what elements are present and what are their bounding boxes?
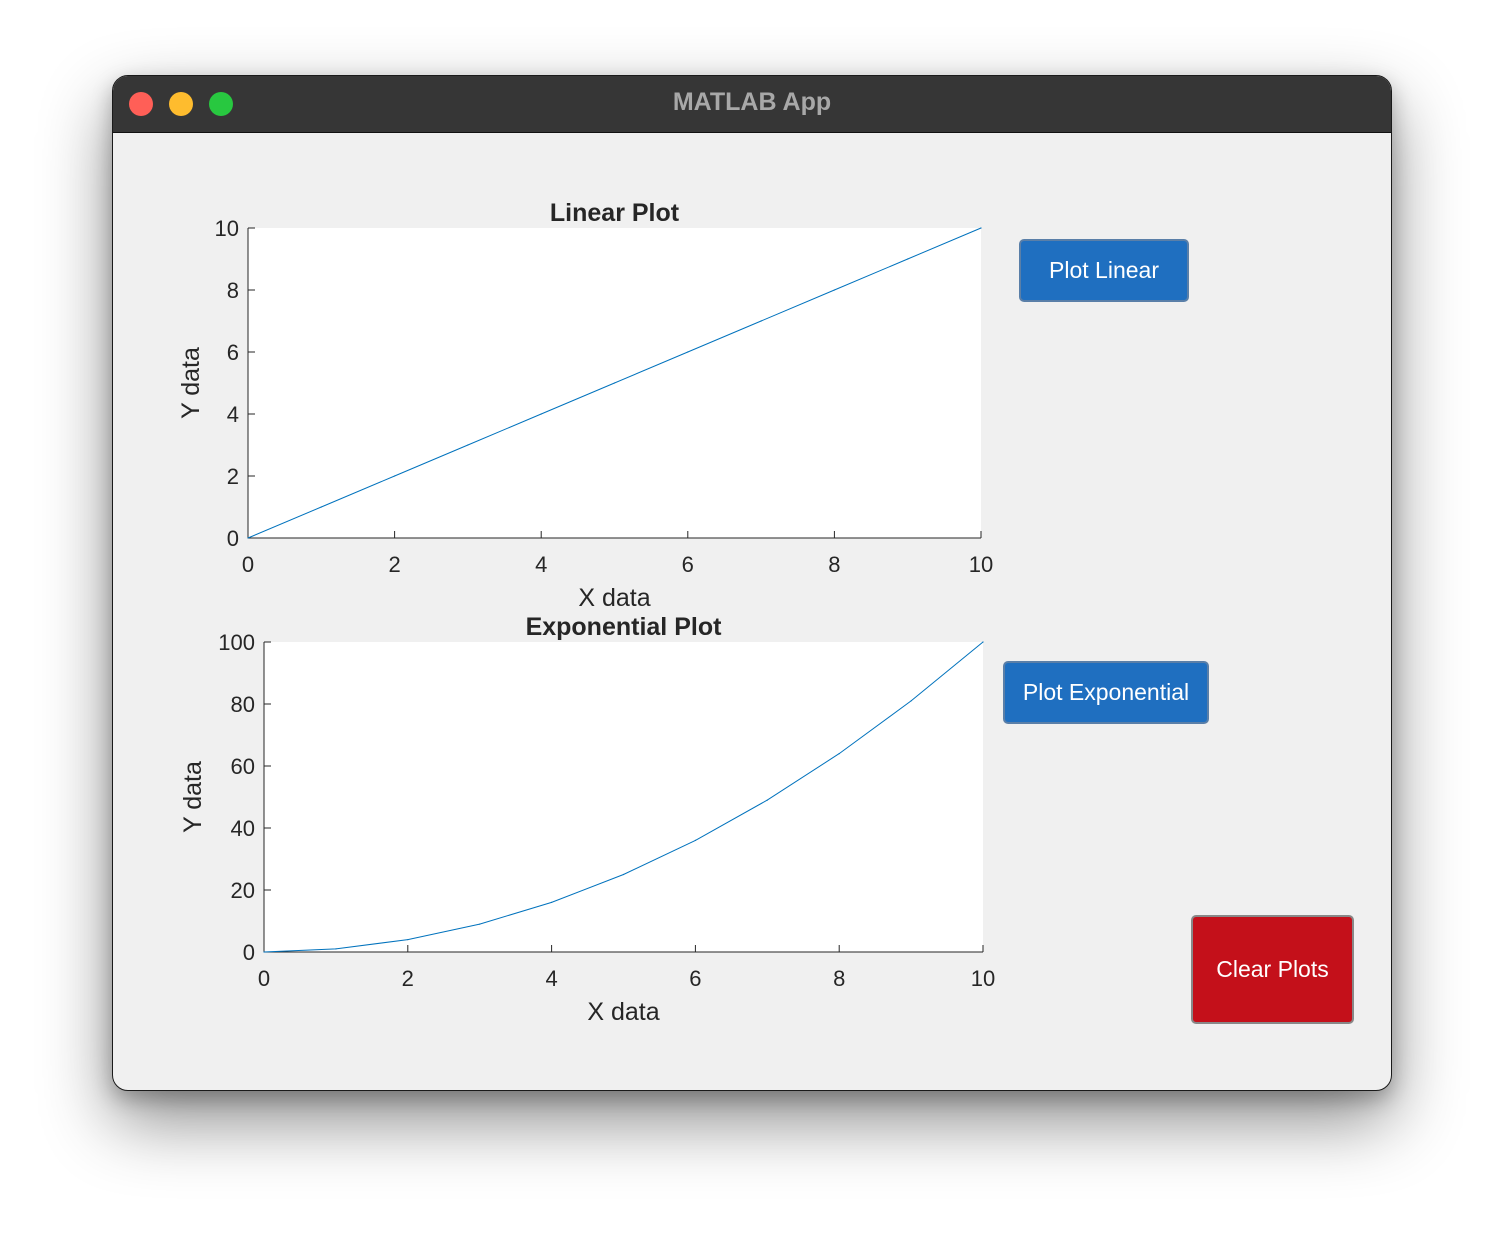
exponential-data-point [910,700,912,702]
close-window-button[interactable] [129,92,153,116]
title-bar: MATLAB App [113,76,1391,133]
linear-data-point [540,413,542,415]
linear-x-tick-label: 10 [969,552,993,577]
linear-y-tick-label: 10 [215,216,239,241]
exponential-y-tick-label: 0 [243,940,255,965]
exponential-y-tick-label: 40 [231,816,255,841]
exponential-y-tick-label: 100 [218,630,255,655]
exponential-y-tick-label: 60 [231,754,255,779]
exponential-data-point [551,901,553,904]
linear-data-point [833,289,836,291]
linear-data-point [687,351,689,353]
linear-data-point [320,506,322,508]
linear-x-tick-label: 0 [242,552,254,577]
linear-y-tick-label: 0 [227,526,239,551]
exponential-data-point [263,951,265,953]
exponential-x-tick-label: 10 [971,966,995,991]
exponential-data-point [694,839,697,842]
maximize-window-button[interactable] [209,92,233,116]
linear-x-axis-label: X data [578,584,650,612]
plot-exponential-button[interactable]: Plot Exponential [1003,661,1209,724]
exponential-x-axis-label: X data [587,998,659,1026]
exponential-plot-area [264,642,983,952]
minimize-window-button[interactable] [169,92,193,116]
linear-data-point [760,320,762,322]
linear-x-tick-label: 2 [388,552,400,577]
exponential-x-tick-label: 6 [689,966,701,991]
linear-y-tick-label: 8 [227,278,239,303]
linear-chart-title: Linear Plot [550,199,680,227]
exponential-x-tick-label: 8 [833,966,845,991]
linear-y-tick-label: 2 [227,464,239,489]
linear-data-point [613,382,616,384]
app-window: MATLAB App 0 2 4 6 8 10 0 2 4 6 8 10 Linear Plot X da… [112,75,1392,1091]
exponential-y-axis-label: Y data [179,761,207,833]
exponential-y-tick-label: 80 [231,692,255,717]
linear-data-point [980,227,982,229]
window-title: MATLAB App [672,88,832,116]
exponential-data-point [407,939,409,941]
exponential-data-point [479,923,481,925]
exponential-x-tick-label: 0 [258,966,270,991]
linear-data-point [907,258,909,260]
exponential-data-point [838,753,840,755]
exponential-data-point [982,641,984,643]
linear-data-point [467,444,469,446]
linear-data-point [394,475,396,477]
exponential-x-tick-label: 2 [402,966,414,991]
linear-y-tick-label: 6 [227,340,239,365]
linear-x-tick-label: 4 [535,552,547,577]
linear-x-tick-label: 8 [828,552,840,577]
clear-plots-button[interactable]: Clear Plots [1191,915,1354,1024]
app-content: 0 2 4 6 8 10 0 2 4 6 8 10 Linear Plot X data Y data 0 2 4… [113,133,1391,1090]
exponential-data-point [622,873,625,876]
linear-data-point [247,537,249,539]
linear-x-tick-label: 6 [682,552,694,577]
exponential-data-point [335,948,337,950]
exponential-x-tick-label: 4 [545,966,557,991]
linear-y-tick-label: 4 [227,402,239,427]
plot-linear-button[interactable]: Plot Linear [1019,239,1189,302]
linear-y-axis-label: Y data [177,347,205,419]
exponential-data-point [766,799,768,801]
exponential-y-tick-label: 20 [231,878,255,903]
exponential-chart-title: Exponential Plot [526,613,723,641]
